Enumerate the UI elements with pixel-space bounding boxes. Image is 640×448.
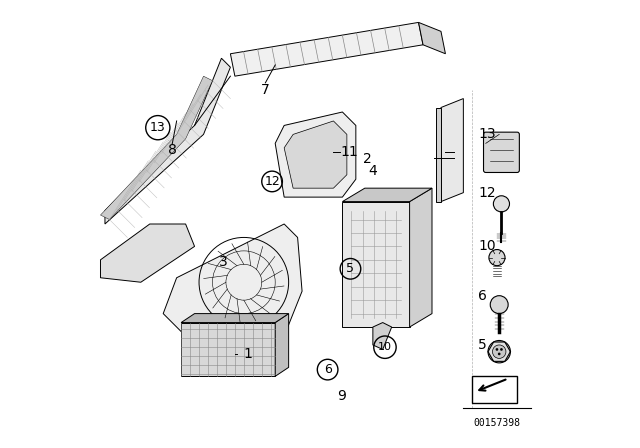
Text: 7: 7 [261,82,269,97]
Polygon shape [230,22,423,76]
Polygon shape [419,22,445,54]
Text: 4: 4 [369,164,377,178]
Text: 12: 12 [478,185,496,200]
Circle shape [500,348,503,351]
Text: 11: 11 [340,145,358,159]
Text: 5: 5 [478,338,487,352]
Circle shape [488,340,511,363]
Circle shape [489,250,505,266]
FancyBboxPatch shape [484,132,520,172]
Text: 5: 5 [346,262,355,276]
Polygon shape [342,188,432,202]
Text: 1: 1 [244,347,253,361]
Circle shape [490,296,508,314]
Text: 12: 12 [264,175,280,188]
Circle shape [493,345,506,358]
Text: 2: 2 [363,152,372,166]
Text: 10: 10 [478,239,496,254]
Text: 13: 13 [478,127,496,142]
Polygon shape [105,58,230,224]
Polygon shape [100,224,195,282]
Text: 3: 3 [220,255,228,269]
Polygon shape [373,323,392,349]
Polygon shape [441,99,463,202]
Circle shape [498,353,500,355]
Text: 13: 13 [150,121,166,134]
Text: 9: 9 [337,389,346,404]
Polygon shape [163,224,302,336]
Polygon shape [275,314,289,376]
Circle shape [493,196,509,212]
Polygon shape [436,108,441,202]
Polygon shape [181,314,289,323]
Text: 6: 6 [324,363,332,376]
Polygon shape [342,202,410,327]
Text: 10: 10 [378,342,392,352]
Text: 8: 8 [168,143,177,157]
Polygon shape [284,121,347,188]
Polygon shape [275,112,356,197]
Circle shape [495,348,499,351]
Bar [181,323,275,376]
Text: 6: 6 [478,289,487,303]
Polygon shape [410,188,432,327]
Bar [472,376,517,403]
Text: 00157398: 00157398 [474,418,520,428]
Polygon shape [100,76,212,220]
